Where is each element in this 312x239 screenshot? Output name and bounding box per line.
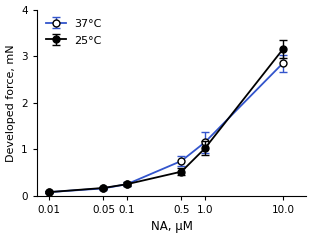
Legend: 37°C, 25°C: 37°C, 25°C — [42, 15, 105, 49]
Y-axis label: Developed force, mN: Developed force, mN — [6, 44, 16, 162]
X-axis label: NA, μM: NA, μM — [151, 220, 193, 234]
